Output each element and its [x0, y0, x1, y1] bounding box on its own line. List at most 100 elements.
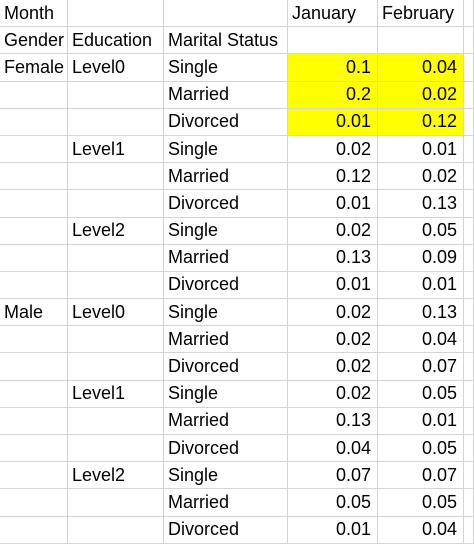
edge-cell[interactable]: [464, 244, 474, 272]
marital-status-cell[interactable]: Single: [164, 54, 288, 82]
edge-cell[interactable]: [464, 271, 474, 300]
february-value-cell[interactable]: 0.04: [378, 54, 464, 82]
marital-status-cell[interactable]: Single: [164, 135, 288, 164]
february-value-cell[interactable]: 0.01: [378, 271, 464, 300]
header-gender-label[interactable]: Gender: [0, 27, 68, 55]
february-value-cell[interactable]: 0.13: [378, 299, 464, 327]
edge-cell[interactable]: [464, 299, 474, 327]
edge-cell[interactable]: [464, 326, 474, 354]
education-cell[interactable]: [68, 271, 164, 300]
edge-cell[interactable]: [464, 108, 474, 136]
edge-cell[interactable]: [464, 190, 474, 218]
marital-status-cell[interactable]: Divorced: [164, 271, 288, 300]
education-cell[interactable]: [68, 326, 164, 354]
marital-status-cell[interactable]: Single: [164, 217, 288, 245]
education-cell[interactable]: [68, 353, 164, 381]
marital-status-cell[interactable]: Single: [164, 462, 288, 490]
gender-cell[interactable]: [0, 516, 68, 544]
edge-cell[interactable]: [464, 407, 474, 435]
header-empty-cell[interactable]: [378, 27, 464, 55]
edge-cell[interactable]: [464, 163, 474, 191]
gender-cell[interactable]: [0, 190, 68, 218]
marital-status-cell[interactable]: Single: [164, 299, 288, 327]
education-cell[interactable]: Level1: [68, 380, 164, 408]
header-empty-cell[interactable]: [288, 27, 378, 55]
february-value-cell[interactable]: 0.05: [378, 380, 464, 408]
january-value-cell[interactable]: 0.13: [288, 407, 378, 435]
education-cell[interactable]: Level2: [68, 462, 164, 490]
february-value-cell[interactable]: 0.02: [378, 81, 464, 109]
header-marital-status-label[interactable]: Marital Status: [164, 27, 288, 55]
edge-cell[interactable]: [464, 462, 474, 490]
january-value-cell[interactable]: 0.02: [288, 217, 378, 245]
february-value-cell[interactable]: 0.13: [378, 190, 464, 218]
header-empty-cell[interactable]: [164, 0, 288, 28]
february-value-cell[interactable]: 0.04: [378, 326, 464, 354]
gender-cell[interactable]: [0, 135, 68, 164]
january-value-cell[interactable]: 0.01: [288, 108, 378, 136]
gender-cell[interactable]: [0, 108, 68, 136]
january-value-cell[interactable]: 0.13: [288, 244, 378, 272]
january-value-cell[interactable]: 0.02: [288, 380, 378, 408]
header-january[interactable]: January: [288, 0, 378, 28]
january-value-cell[interactable]: 0.02: [288, 353, 378, 381]
gender-cell[interactable]: [0, 489, 68, 517]
education-cell[interactable]: Level1: [68, 135, 164, 164]
marital-status-cell[interactable]: Divorced: [164, 190, 288, 218]
education-cell[interactable]: [68, 163, 164, 191]
education-cell[interactable]: [68, 108, 164, 136]
gender-cell[interactable]: [0, 271, 68, 300]
edge-cell[interactable]: [464, 353, 474, 381]
education-cell[interactable]: [68, 244, 164, 272]
gender-cell[interactable]: [0, 435, 68, 463]
gender-cell[interactable]: [0, 217, 68, 245]
february-value-cell[interactable]: 0.05: [378, 217, 464, 245]
february-value-cell[interactable]: 0.01: [378, 407, 464, 435]
january-value-cell[interactable]: 0.12: [288, 163, 378, 191]
january-value-cell[interactable]: 0.02: [288, 326, 378, 354]
marital-status-cell[interactable]: Divorced: [164, 516, 288, 544]
header-empty-cell[interactable]: [68, 0, 164, 28]
january-value-cell[interactable]: 0.1: [288, 54, 378, 82]
january-value-cell[interactable]: 0.01: [288, 271, 378, 300]
gender-cell[interactable]: [0, 380, 68, 408]
january-value-cell[interactable]: 0.01: [288, 190, 378, 218]
education-cell[interactable]: [68, 190, 164, 218]
header-education-label[interactable]: Education: [68, 27, 164, 55]
edge-cell[interactable]: [464, 81, 474, 109]
february-value-cell[interactable]: 0.07: [378, 353, 464, 381]
edge-cell[interactable]: [464, 217, 474, 245]
edge-cell[interactable]: [464, 380, 474, 408]
marital-status-cell[interactable]: Divorced: [164, 108, 288, 136]
january-value-cell[interactable]: 0.05: [288, 489, 378, 517]
marital-status-cell[interactable]: Divorced: [164, 353, 288, 381]
gender-cell[interactable]: [0, 353, 68, 381]
gender-cell[interactable]: Male: [0, 299, 68, 327]
marital-status-cell[interactable]: Married: [164, 489, 288, 517]
gender-cell[interactable]: [0, 163, 68, 191]
marital-status-cell[interactable]: Married: [164, 163, 288, 191]
gender-cell[interactable]: [0, 81, 68, 109]
header-february[interactable]: February: [378, 0, 464, 28]
february-value-cell[interactable]: 0.04: [378, 516, 464, 544]
february-value-cell[interactable]: 0.05: [378, 489, 464, 517]
february-value-cell[interactable]: 0.05: [378, 435, 464, 463]
marital-status-cell[interactable]: Married: [164, 326, 288, 354]
marital-status-cell[interactable]: Divorced: [164, 435, 288, 463]
marital-status-cell[interactable]: Married: [164, 244, 288, 272]
february-value-cell[interactable]: 0.02: [378, 163, 464, 191]
gender-cell[interactable]: Female: [0, 54, 68, 82]
january-value-cell[interactable]: 0.01: [288, 516, 378, 544]
marital-status-cell[interactable]: Married: [164, 407, 288, 435]
gender-cell[interactable]: [0, 407, 68, 435]
february-value-cell[interactable]: 0.01: [378, 135, 464, 164]
edge-cell[interactable]: [464, 489, 474, 517]
january-value-cell[interactable]: 0.02: [288, 135, 378, 164]
marital-status-cell[interactable]: Married: [164, 81, 288, 109]
february-value-cell[interactable]: 0.09: [378, 244, 464, 272]
edge-cell[interactable]: [464, 54, 474, 82]
gender-cell[interactable]: [0, 462, 68, 490]
edge-cell[interactable]: [464, 0, 474, 28]
edge-cell[interactable]: [464, 435, 474, 463]
january-value-cell[interactable]: 0.04: [288, 435, 378, 463]
